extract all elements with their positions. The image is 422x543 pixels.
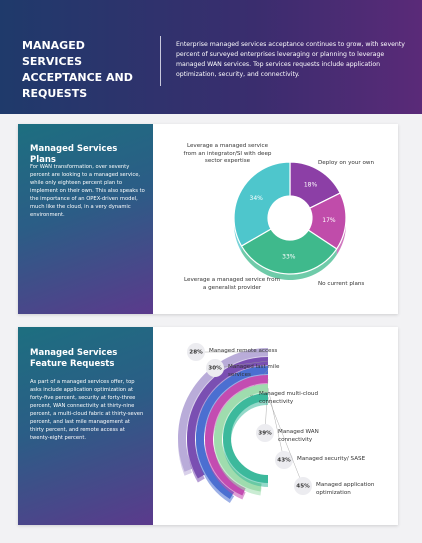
panel-title: Managed Services Plans — [30, 144, 118, 165]
value-badge — [275, 451, 293, 469]
arc-bar — [223, 393, 269, 483]
value-label: 43% — [277, 458, 291, 464]
panel-title: Managed Services Feature Requests — [30, 348, 118, 369]
arc-bar — [187, 357, 269, 479]
category-label: Managed multi-cloud connectivity — [259, 391, 319, 405]
slice-side — [241, 246, 337, 280]
category-label: Managed remote access — [209, 348, 278, 354]
side-panel — [18, 124, 153, 314]
category-label: Deploy on your own — [317, 160, 374, 166]
category-label: Managed last mile services — [228, 364, 280, 378]
banner — [0, 0, 422, 114]
value-label: 34% — [250, 195, 264, 202]
category-label: Leverage a managed service from an integ… — [183, 143, 272, 164]
arc-bar — [205, 375, 269, 496]
arc-bar — [214, 384, 269, 492]
value-label: 45% — [296, 484, 310, 490]
value-label: 30% — [208, 366, 222, 372]
arc-bar — [178, 348, 269, 472]
side-panel — [18, 327, 153, 525]
value-badge — [294, 477, 312, 495]
value-badge — [187, 343, 205, 361]
value-label: 33% — [282, 253, 296, 260]
leader-line — [267, 396, 304, 487]
category-label: Managed WAN connectivity — [278, 429, 319, 443]
category-label: Managed security/ SASE — [297, 456, 366, 462]
category-label: No current plans — [318, 281, 365, 287]
value-badge — [256, 424, 274, 442]
value-label: 28% — [189, 350, 203, 356]
panel-description: As part of a managed services offer, top… — [30, 379, 144, 441]
separator — [160, 36, 161, 86]
arc-bar — [196, 366, 269, 500]
header-title: MANAGED SERVICES ACCEPTANCE AND REQUESTS — [22, 39, 133, 100]
panel-description: For WAN transformation, over seventy per… — [30, 164, 145, 218]
leader-line — [267, 387, 285, 461]
category-label: Managed application optimization — [316, 482, 375, 496]
slice — [240, 228, 338, 275]
header-text: Enterprise managed services acceptance c… — [176, 41, 405, 78]
value-label: 18% — [304, 181, 318, 188]
value-label: 39% — [258, 431, 272, 437]
slice — [233, 161, 291, 247]
value-badge — [206, 359, 224, 377]
category-label: Leverage a managed service from a genera… — [184, 277, 280, 291]
slice-side — [336, 193, 347, 255]
value-label: 17% — [322, 217, 336, 224]
